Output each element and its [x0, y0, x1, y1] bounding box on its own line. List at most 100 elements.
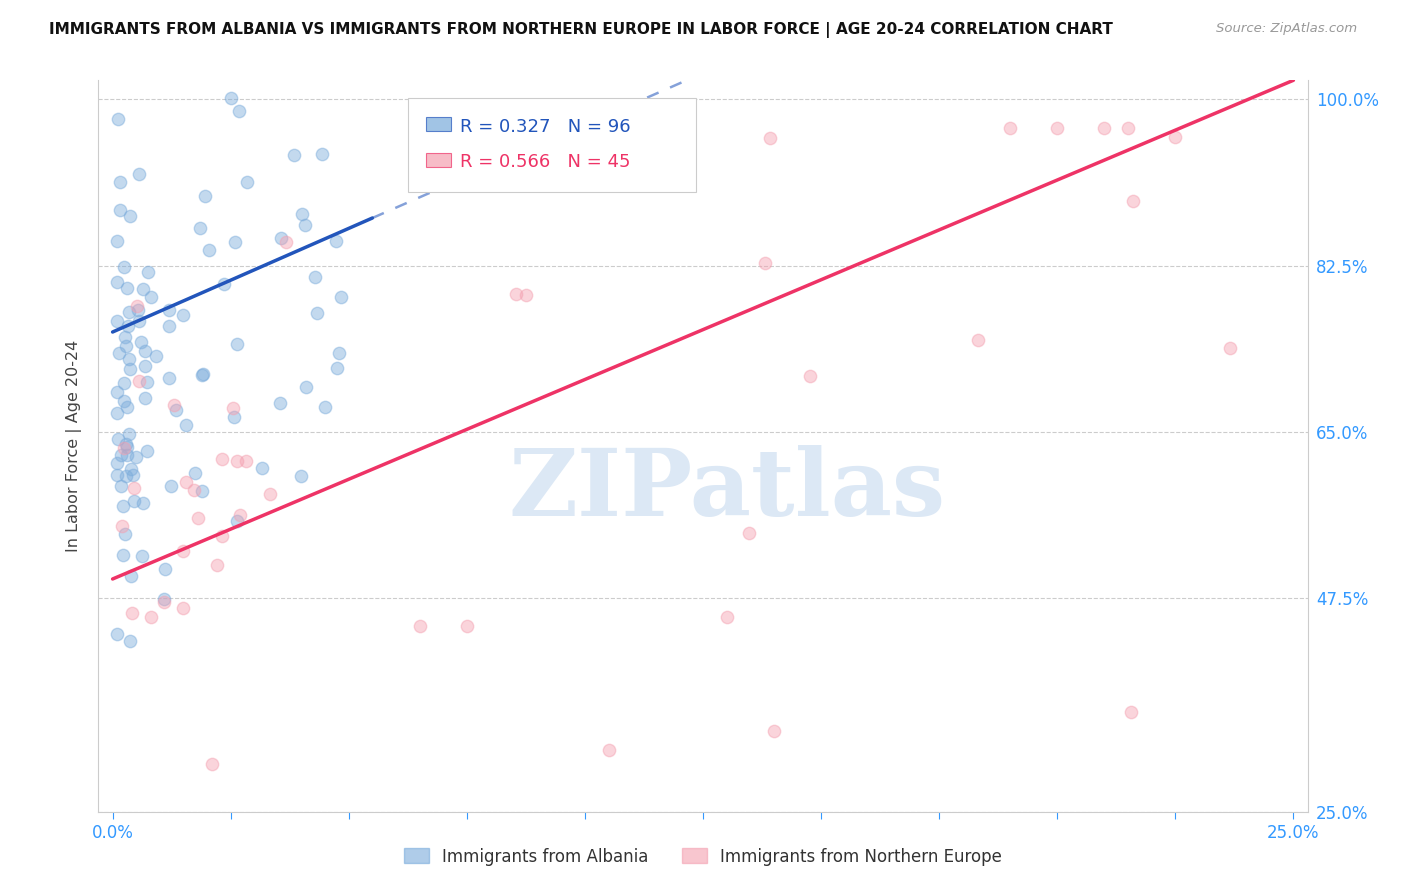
Point: [110, 175, 132, 189]
Point: [187, 511, 209, 525]
Point: [645, 113, 668, 128]
Point: [153, 592, 176, 607]
Point: [270, 230, 292, 244]
Point: [191, 368, 214, 382]
Point: [105, 468, 128, 483]
Point: [114, 330, 136, 344]
Point: [235, 454, 257, 468]
Point: [111, 518, 134, 533]
Point: [105, 234, 128, 248]
Point: [211, 451, 233, 466]
Point: [172, 601, 194, 615]
Point: [112, 393, 135, 408]
Point: [172, 544, 194, 558]
Point: [174, 417, 197, 432]
Point: [115, 281, 138, 295]
Point: [114, 436, 136, 450]
Point: [408, 619, 430, 633]
Point: [311, 147, 333, 161]
Text: R = 0.566   N = 45: R = 0.566 N = 45: [460, 153, 630, 171]
Point: [456, 619, 478, 633]
Point: [105, 385, 128, 400]
Point: [163, 398, 186, 412]
Text: Source: ZipAtlas.com: Source: ZipAtlas.com: [1216, 22, 1357, 36]
Point: [314, 400, 336, 414]
Point: [129, 334, 152, 349]
Legend: Immigrants from Albania, Immigrants from Northern Europe: Immigrants from Albania, Immigrants from…: [404, 847, 1002, 865]
Point: [115, 339, 138, 353]
Point: [122, 481, 145, 495]
Point: [716, 610, 738, 624]
Point: [305, 306, 328, 320]
Point: [291, 207, 314, 221]
Point: [131, 282, 153, 296]
Point: [759, 131, 782, 145]
Point: [283, 148, 305, 162]
Point: [1094, 120, 1116, 135]
Point: [105, 627, 128, 641]
Point: [117, 448, 139, 462]
Point: [131, 549, 153, 563]
Point: [152, 595, 174, 609]
Point: [1121, 705, 1143, 719]
Point: [115, 440, 138, 454]
Point: [236, 175, 259, 189]
Point: [328, 346, 350, 360]
Point: [326, 361, 349, 376]
Point: [205, 558, 228, 572]
Point: [112, 441, 135, 455]
Point: [269, 396, 291, 410]
Point: [125, 450, 148, 464]
Point: [128, 313, 150, 327]
Point: [128, 374, 150, 388]
Point: [211, 529, 233, 543]
Point: [138, 264, 160, 278]
Point: [295, 380, 318, 394]
Text: ZIPatlas: ZIPatlas: [509, 445, 946, 535]
Point: [120, 362, 142, 376]
Point: [1116, 120, 1139, 135]
Point: [120, 633, 142, 648]
Point: [105, 276, 128, 290]
Point: [136, 375, 159, 389]
Point: [183, 483, 205, 497]
Point: [515, 287, 537, 301]
Point: [226, 454, 249, 468]
Point: [1219, 341, 1241, 355]
Point: [120, 209, 142, 223]
Point: [105, 456, 128, 470]
Point: [120, 569, 142, 583]
Point: [134, 359, 156, 373]
Point: [191, 484, 214, 499]
Point: [191, 368, 214, 382]
Point: [228, 103, 250, 118]
Point: [114, 468, 136, 483]
Point: [998, 120, 1021, 135]
Point: [105, 314, 128, 328]
Point: [1046, 120, 1069, 135]
Point: [1164, 130, 1187, 145]
Point: [121, 468, 143, 483]
Point: [225, 514, 247, 528]
Point: [762, 723, 785, 738]
Point: [754, 256, 776, 270]
Point: [967, 333, 990, 347]
Point: [224, 410, 246, 425]
Point: [136, 444, 159, 458]
Point: [294, 218, 316, 232]
Point: [165, 402, 187, 417]
Point: [325, 235, 347, 249]
Point: [290, 468, 312, 483]
Point: [139, 290, 162, 304]
Point: [107, 112, 129, 126]
Point: [174, 475, 197, 489]
Point: [226, 337, 249, 351]
Point: [330, 289, 353, 303]
Point: [114, 527, 136, 541]
Point: [224, 235, 246, 249]
Point: [198, 243, 221, 257]
Point: [125, 299, 148, 313]
Point: [598, 743, 620, 757]
Text: IMMIGRANTS FROM ALBANIA VS IMMIGRANTS FROM NORTHERN EUROPE IN LABOR FORCE | AGE : IMMIGRANTS FROM ALBANIA VS IMMIGRANTS FR…: [49, 22, 1114, 38]
Point: [117, 318, 139, 333]
